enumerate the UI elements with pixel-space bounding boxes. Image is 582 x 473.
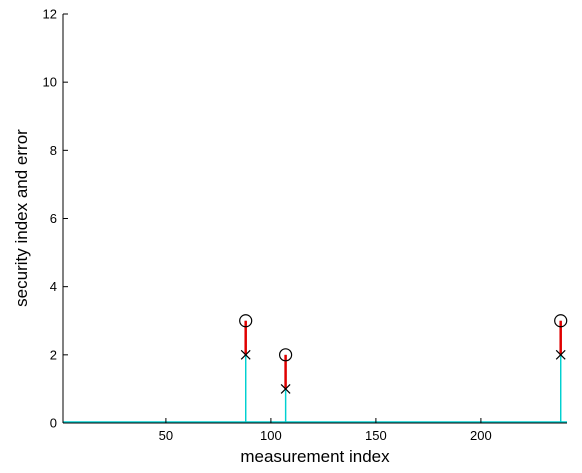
circle-marker — [239, 314, 253, 328]
x-marker-stroke — [240, 349, 251, 360]
y-tick-label: 8 — [50, 143, 57, 158]
y-tick-label: 12 — [43, 7, 57, 22]
y-tick-label: 6 — [50, 211, 57, 226]
y-tick-label: 10 — [43, 75, 57, 90]
y-tick-label: 0 — [50, 416, 57, 431]
x-marker-stroke — [555, 349, 566, 360]
y-tick-label: 2 — [50, 347, 57, 362]
x-tick-label: 100 — [260, 428, 282, 443]
circle-marker — [554, 314, 568, 328]
y-tick-label: 4 — [50, 279, 57, 294]
x-marker — [240, 349, 251, 360]
x-tick-label: 50 — [159, 428, 173, 443]
x-axis-label: measurement index — [240, 447, 390, 466]
x-tick-label: 150 — [365, 428, 387, 443]
y-axis-label: security index and error — [12, 129, 31, 307]
x-tick-label: 200 — [470, 428, 492, 443]
x-marker — [555, 349, 566, 360]
x-marker-stroke — [280, 383, 291, 394]
x-marker — [280, 383, 291, 394]
axes: 0 2 4 6 8 10 12 50 100 150 200 — [43, 7, 567, 443]
plot-area — [63, 314, 568, 423]
circle-marker — [279, 348, 293, 362]
